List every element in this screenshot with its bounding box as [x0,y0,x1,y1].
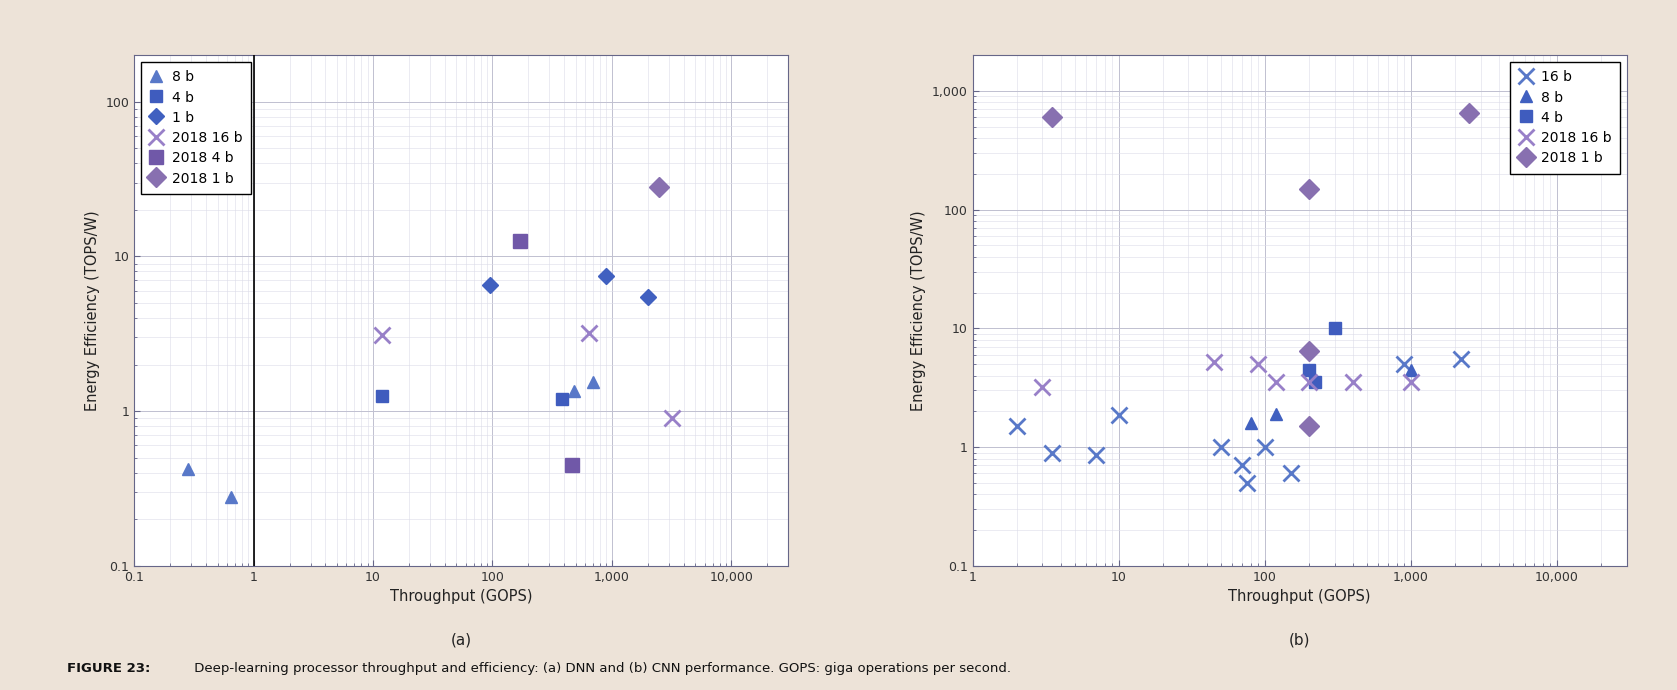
2018 16 b [372,331,392,339]
16 b [1451,355,1471,364]
4 b [552,395,572,403]
16 b [1254,443,1275,451]
Line: 2018 1 b: 2018 1 b [1045,106,1476,433]
X-axis label: Throughput (GOPS): Throughput (GOPS) [391,589,532,604]
8 b [1266,410,1286,418]
4 b [1325,324,1345,333]
Line: 16 b: 16 b [1010,351,1469,491]
16 b [1041,448,1062,457]
16 b [1087,451,1107,460]
2018 16 b [579,329,599,337]
2018 16 b [1204,358,1224,366]
16 b [1211,443,1231,451]
2018 16 b [1033,383,1053,391]
Line: 8 b: 8 b [183,376,599,502]
16 b [1108,411,1129,420]
2018 4 b [510,237,530,246]
2018 1 b [1041,113,1062,121]
16 b [1236,479,1256,487]
4 b [1298,366,1318,374]
Legend: 8 b, 4 b, 1 b, 2018 16 b, 2018 4 b, 2018 1 b: 8 b, 4 b, 1 b, 2018 16 b, 2018 4 b, 2018… [141,62,250,194]
X-axis label: Throughput (GOPS): Throughput (GOPS) [1229,589,1370,604]
16 b [1006,422,1026,431]
8 b [1241,419,1261,427]
8 b [563,387,584,395]
Line: 2018 16 b: 2018 16 b [374,326,679,426]
Text: FIGURE 23:: FIGURE 23: [67,662,151,675]
8 b [178,465,198,473]
8 b [221,493,241,501]
1 b [480,282,500,290]
8 b [584,377,604,386]
Line: 4 b: 4 b [377,391,567,404]
2018 1 b [1298,346,1318,355]
Text: Deep-learning processor throughput and efficiency: (a) DNN and (b) CNN performan: Deep-learning processor throughput and e… [190,662,1011,675]
2018 16 b [1248,360,1268,368]
2018 4 b [562,461,582,469]
Text: (a): (a) [451,632,471,647]
2018 16 b [1343,378,1363,386]
4 b [1305,378,1325,386]
2018 16 b [662,414,683,422]
2018 16 b [1400,378,1420,386]
Y-axis label: Energy Efficiency (TOPS/W): Energy Efficiency (TOPS/W) [911,210,926,411]
1 b [597,272,617,280]
8 b [1400,366,1420,374]
Line: 8 b: 8 b [1244,364,1417,428]
2018 16 b [1298,378,1318,386]
2018 1 b [1298,185,1318,193]
Line: 1 b: 1 b [485,270,654,302]
1 b [637,293,657,301]
Line: 2018 16 b: 2018 16 b [1035,355,1419,395]
2018 1 b [1298,422,1318,431]
Y-axis label: Energy Efficiency (TOPS/W): Energy Efficiency (TOPS/W) [86,210,101,411]
Legend: 16 b, 8 b, 4 b, 2018 16 b, 2018 1 b: 16 b, 8 b, 4 b, 2018 16 b, 2018 1 b [1511,62,1620,174]
16 b [1233,462,1253,470]
4 b [372,392,392,400]
16 b [1394,360,1414,368]
Line: 4 b: 4 b [1303,323,1340,388]
2018 1 b [1459,109,1479,117]
2018 16 b [1266,378,1286,386]
16 b [1281,469,1301,477]
Line: 2018 4 b: 2018 4 b [513,235,579,472]
Text: (b): (b) [1290,632,1310,647]
